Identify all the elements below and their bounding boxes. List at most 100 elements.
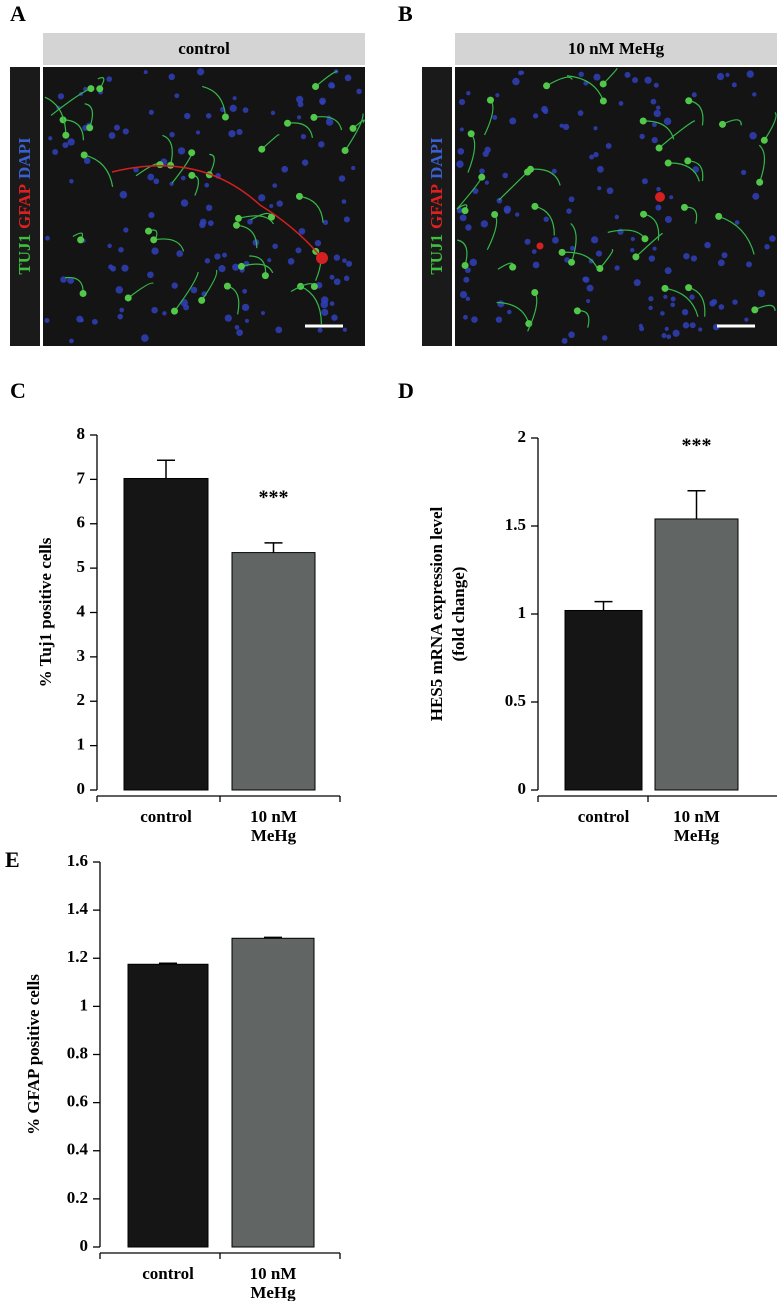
nucleus	[651, 137, 658, 144]
x-tick-label: 10 nM	[250, 807, 297, 826]
nucleus	[317, 327, 323, 333]
nucleus	[561, 337, 568, 344]
neurite	[287, 122, 314, 138]
nucleus	[633, 279, 641, 287]
header-bar	[455, 33, 777, 65]
neuron-body	[96, 85, 104, 93]
neurite	[562, 251, 599, 270]
nucleus	[67, 276, 75, 284]
stain-label: TUJ1 GFAP DAPI	[427, 137, 446, 275]
stain-label: TUJ1 GFAP DAPI	[15, 137, 34, 275]
nucleus	[655, 105, 661, 110]
nucleus	[666, 334, 672, 340]
neurite	[457, 239, 468, 266]
nucleus	[752, 92, 757, 97]
neuron-body	[684, 157, 692, 165]
nucleus	[639, 133, 645, 140]
nucleus	[691, 92, 697, 98]
neuron-body	[751, 306, 759, 314]
nucleus	[740, 169, 747, 176]
nucleus	[62, 142, 69, 149]
nucleus	[484, 146, 491, 154]
nucleus	[595, 250, 603, 257]
neurite	[261, 134, 280, 150]
stain-name: TUJ1	[15, 234, 34, 275]
neuron-body	[760, 136, 768, 144]
nucleus	[329, 274, 335, 280]
neuron-body	[558, 248, 566, 256]
nucleus	[333, 254, 341, 261]
neuron-body	[661, 284, 669, 292]
nucleus	[242, 107, 249, 113]
neuron-body	[685, 97, 693, 105]
nucleus	[190, 286, 198, 294]
neurite	[84, 154, 114, 187]
nucleus	[108, 132, 116, 139]
nucleus	[325, 118, 334, 126]
stain-name: TUJ1	[427, 234, 446, 275]
neuron-body	[198, 296, 206, 304]
nucleus	[276, 200, 283, 207]
bar	[654, 518, 739, 791]
nucleus	[222, 252, 227, 258]
nucleus	[117, 313, 124, 320]
nucleus	[300, 133, 307, 140]
nucleus	[204, 182, 210, 188]
nucleus	[471, 316, 478, 323]
neuron-body	[124, 294, 132, 302]
nucleus	[648, 255, 656, 262]
nucleus	[690, 255, 698, 262]
neurite	[153, 238, 185, 252]
neuron-body	[341, 147, 349, 155]
nucleus	[267, 258, 272, 263]
nucleus	[562, 123, 570, 131]
y-axis-label: HES5 mRNA expression level	[427, 506, 446, 721]
neurite	[241, 263, 274, 274]
neuron-body	[295, 192, 303, 200]
nucleus	[272, 243, 278, 250]
nucleus	[655, 204, 662, 211]
nucleus	[586, 284, 594, 292]
nucleus	[716, 72, 725, 81]
neurite	[546, 76, 573, 87]
nucleus	[495, 316, 503, 323]
neuron-body	[639, 117, 647, 125]
nucleus	[746, 70, 754, 78]
nucleus	[232, 263, 240, 271]
stain-name: DAPI	[427, 137, 446, 179]
panel-letter: A	[10, 1, 26, 26]
nucleus	[141, 334, 149, 342]
nucleus	[670, 296, 676, 302]
nucleus	[331, 314, 338, 321]
nucleus	[119, 307, 125, 313]
nucleus	[296, 95, 304, 104]
nucleus	[463, 314, 468, 320]
nucleus	[107, 243, 112, 249]
nucleus	[236, 329, 243, 336]
neuron-body	[156, 161, 164, 169]
nucleus	[168, 73, 175, 81]
neuron-body	[461, 207, 469, 215]
neuron-body	[233, 221, 241, 229]
nucleus	[663, 294, 668, 300]
nucleus	[258, 194, 266, 202]
neurite	[299, 195, 324, 223]
neuron-body	[486, 96, 494, 104]
neurite	[127, 282, 154, 299]
nucleus	[577, 110, 584, 116]
astrocyte-body	[536, 242, 544, 250]
nucleus	[664, 215, 672, 223]
nucleus	[465, 296, 471, 302]
nucleus	[698, 327, 703, 332]
neuron-body	[756, 178, 764, 186]
nucleus	[732, 299, 738, 305]
x-tick-label: control	[142, 1264, 194, 1283]
header-bar	[43, 33, 365, 65]
nucleus	[589, 154, 595, 160]
nucleus	[459, 214, 467, 222]
nucleus	[593, 73, 601, 81]
nucleus	[162, 311, 167, 316]
nucleus	[653, 82, 659, 88]
nucleus	[275, 326, 283, 334]
neuron-body	[171, 307, 179, 315]
